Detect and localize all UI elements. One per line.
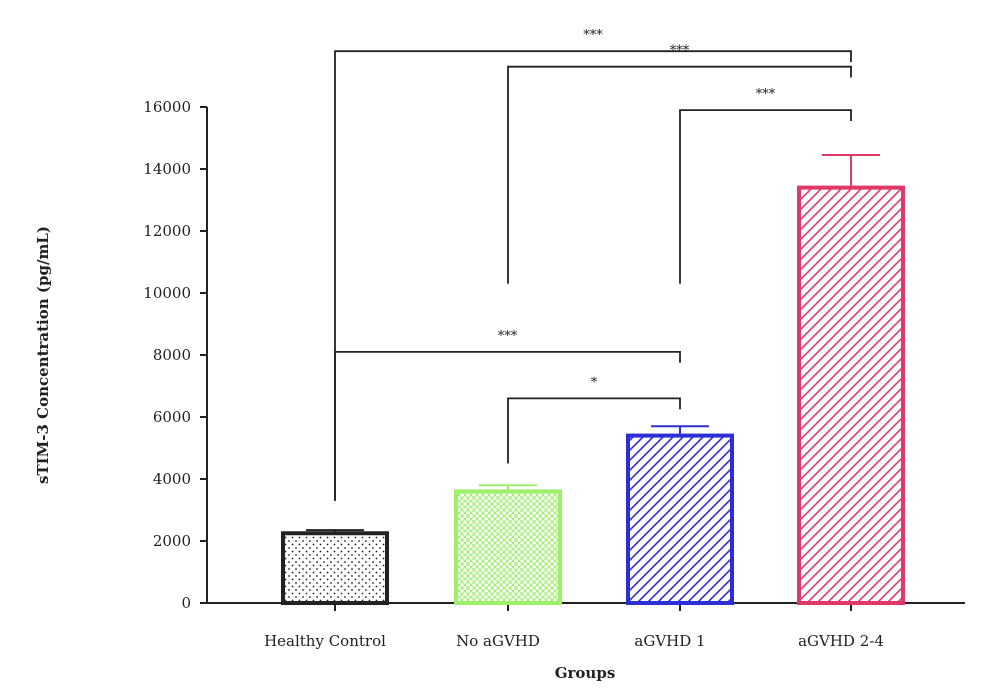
bar-no-agvhd <box>454 489 562 605</box>
significance-bracket <box>507 65 852 284</box>
significance-bracket <box>334 351 681 501</box>
significance-brackets: ************* <box>334 28 852 501</box>
y-tick-label: 0 <box>181 594 191 612</box>
error-bar <box>822 154 880 188</box>
significance-label: *** <box>498 329 518 344</box>
error-bar <box>651 425 709 436</box>
category-label: aGVHD 1 <box>634 632 705 650</box>
significance-bracket <box>507 397 681 464</box>
y-tick-label: 16000 <box>143 98 191 116</box>
category-label: No aGVHD <box>456 632 540 650</box>
x-axis-title: Groups <box>555 664 616 682</box>
y-tick-label: 2000 <box>153 532 191 550</box>
y-tick-label: 4000 <box>153 470 191 488</box>
significance-bracket <box>334 50 852 501</box>
error-bar <box>479 484 537 492</box>
y-tick-label: 8000 <box>153 346 191 364</box>
bars <box>281 154 905 605</box>
significance-label: *** <box>670 44 690 59</box>
axes: 0 2000 4000 6000 8000 10000 12000 14000 16000 Hea… <box>143 98 965 650</box>
bar-healthy-control <box>281 531 389 605</box>
y-tick-label: 14000 <box>143 160 191 178</box>
bar-agvhd-2-4 <box>797 185 905 605</box>
significance-label: *** <box>583 28 603 43</box>
y-tick-label: 6000 <box>153 408 191 426</box>
significance-label: *** <box>756 87 776 102</box>
category-label: aGVHD 2-4 <box>798 632 884 650</box>
error-bar <box>306 529 364 534</box>
bar-agvhd-1 <box>626 433 734 605</box>
y-axis-title: sTIM-3 Concentration (pg/mL) <box>34 226 52 484</box>
y-tick-label: 10000 <box>143 284 191 302</box>
y-tick-label: 12000 <box>143 222 191 240</box>
category-label: Healthy Control <box>264 632 386 650</box>
significance-bracket <box>679 109 852 284</box>
significance-label: * <box>591 375 598 390</box>
